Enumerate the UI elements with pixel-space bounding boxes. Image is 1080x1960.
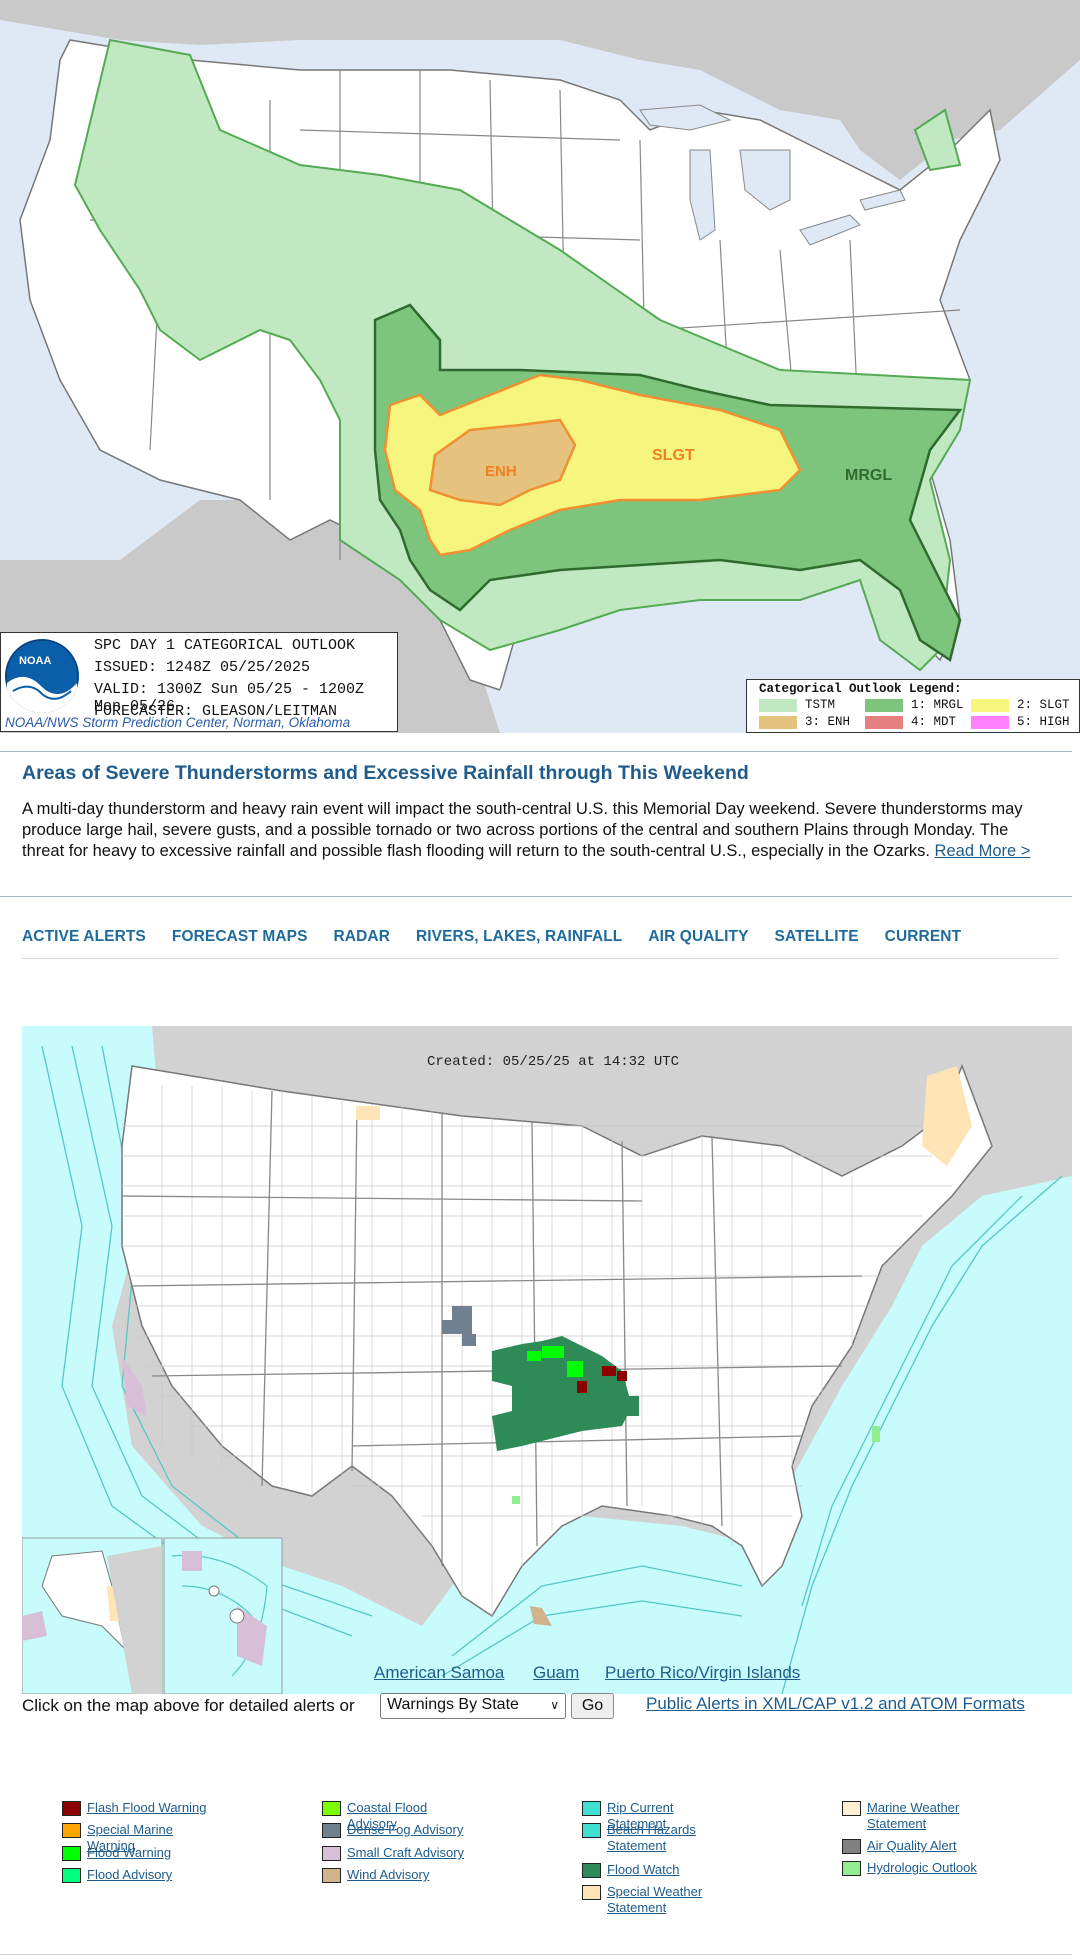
spc-outlook-map[interactable]: ENH SLGT MRGL NOAA SPC DAY 1 CATEGORICAL… bbox=[0, 0, 1080, 733]
legend-high: 5: HIGH bbox=[971, 715, 1070, 729]
alerts-created-time: Created: 05/25/25 at 14:32 UTC bbox=[427, 1054, 680, 1070]
nav-current[interactable]: CURRENT bbox=[884, 928, 962, 945]
legend-slgt: 2: SLGT bbox=[971, 698, 1070, 712]
link-guam[interactable]: Guam bbox=[533, 1663, 580, 1682]
legend-dense-fog-advisory[interactable]: Dense Fog Advisory bbox=[322, 1822, 467, 1838]
noaa-logo-text: NOAA bbox=[19, 655, 52, 667]
legend-mdt: 4: MDT bbox=[865, 715, 956, 729]
nav-air-quality[interactable]: AIR QUALITY bbox=[648, 928, 749, 945]
warnings-select-value: Warnings By State bbox=[387, 1696, 519, 1713]
legend-air-quality-alert[interactable]: Air Quality Alert bbox=[842, 1838, 987, 1854]
nav-rivers-lakes-rainfall[interactable]: RIVERS, LAKES, RAINFALL bbox=[415, 928, 623, 945]
story-body-text: A multi-day thunderstorm and heavy rain … bbox=[22, 800, 1023, 860]
legend-enh: 3: ENH bbox=[759, 715, 850, 729]
nav-radar[interactable]: RADAR bbox=[333, 928, 390, 945]
legend-small-craft-advisory[interactable]: Small Craft Advisory bbox=[322, 1845, 467, 1861]
nav-forecast-maps[interactable]: FORECAST MAPS bbox=[171, 928, 308, 945]
nav-divider bbox=[22, 958, 1058, 959]
spc-map-graphic: ENH SLGT MRGL bbox=[0, 0, 1080, 733]
outlook-legend-title: Categorical Outlook Legend: bbox=[759, 682, 962, 696]
legend-flash-flood-warning[interactable]: Flash Flood Warning bbox=[62, 1800, 207, 1816]
legend-flood-advisory[interactable]: Flood Advisory bbox=[62, 1867, 207, 1883]
read-more-link[interactable]: Read More > bbox=[934, 842, 1031, 860]
story-body: A multi-day thunderstorm and heavy rain … bbox=[22, 799, 1052, 862]
outlook-legend: Categorical Outlook Legend: TSTM 1: MRGL… bbox=[746, 679, 1080, 733]
legend-rip-current-statement[interactable]: Rip Current Statement bbox=[582, 1800, 727, 1832]
public-alerts-xml-link[interactable]: Public Alerts in XML/CAP v1.2 and ATOM F… bbox=[646, 1694, 1025, 1713]
alerts-map-graphic bbox=[22, 1026, 1072, 1694]
outlook-title: SPC DAY 1 CATEGORICAL OUTLOOK bbox=[94, 637, 356, 654]
chevron-down-icon: ∨ bbox=[550, 1698, 559, 1712]
link-american-samoa[interactable]: American Samoa bbox=[374, 1663, 505, 1682]
alerts-map[interactable]: Created: 05/25/25 at 14:32 UTC American … bbox=[22, 1026, 1072, 1694]
slgt-label: SLGT bbox=[652, 447, 695, 464]
legend-marine-weather-statement[interactable]: Marine Weather Statement bbox=[842, 1800, 967, 1832]
noaa-credit: NOAA/NWS Storm Prediction Center, Norman… bbox=[5, 715, 351, 730]
click-map-text: Click on the map above for detailed aler… bbox=[22, 1696, 355, 1715]
nav-active-alerts[interactable]: ACTIVE ALERTS bbox=[22, 928, 146, 945]
mrgl-label: MRGL bbox=[845, 467, 892, 484]
divider bbox=[0, 896, 1072, 897]
map-nav: ACTIVE ALERTS FORECAST MAPS RADAR RIVERS… bbox=[22, 928, 987, 946]
go-button[interactable]: Go bbox=[571, 1693, 614, 1719]
legend-tstm: TSTM bbox=[759, 698, 835, 712]
nav-satellite[interactable]: SATELLITE bbox=[774, 928, 859, 945]
legend-wind-advisory[interactable]: Wind Advisory bbox=[322, 1867, 467, 1883]
legend-special-weather-statement[interactable]: Special Weather Statement bbox=[582, 1884, 707, 1916]
legend-special-marine-warning[interactable]: Special Marine Warning bbox=[62, 1822, 207, 1854]
link-puerto-rico-virgin-islands[interactable]: Puerto Rico/Virgin Islands bbox=[605, 1663, 801, 1682]
legend-flood-warning[interactable]: Flood Warning bbox=[62, 1845, 207, 1861]
noaa-logo: NOAA bbox=[5, 639, 79, 713]
legend-mrgl: 1: MRGL bbox=[865, 698, 964, 712]
legend-flood-watch[interactable]: Flood Watch bbox=[582, 1862, 727, 1878]
enh-label: ENH bbox=[485, 463, 517, 480]
bottom-divider bbox=[0, 1954, 1072, 1955]
legend-hydrologic-outlook[interactable]: Hydrologic Outlook bbox=[842, 1860, 987, 1876]
legend-coastal-flood-advisory[interactable]: Coastal Flood Advisory bbox=[322, 1800, 467, 1832]
story-headline[interactable]: Areas of Severe Thunderstorms and Excess… bbox=[22, 762, 749, 784]
outlook-issued: ISSUED: 1248Z 05/25/2025 bbox=[94, 659, 311, 676]
outlook-forecaster: FORECASTER: GLEASON/LEITMAN bbox=[94, 703, 338, 720]
outlook-valid: VALID: 1300Z Sun 05/25 - 1200Z Mon 05/26 bbox=[94, 681, 365, 715]
divider bbox=[0, 751, 1072, 752]
outlook-info-box: NOAA SPC DAY 1 CATEGORICAL OUTLOOK ISSUE… bbox=[0, 632, 398, 732]
legend-beach-hazards-statement[interactable]: Beach Hazards Statement bbox=[582, 1822, 697, 1854]
warnings-select[interactable]: Warnings By State ∨ bbox=[380, 1693, 566, 1719]
